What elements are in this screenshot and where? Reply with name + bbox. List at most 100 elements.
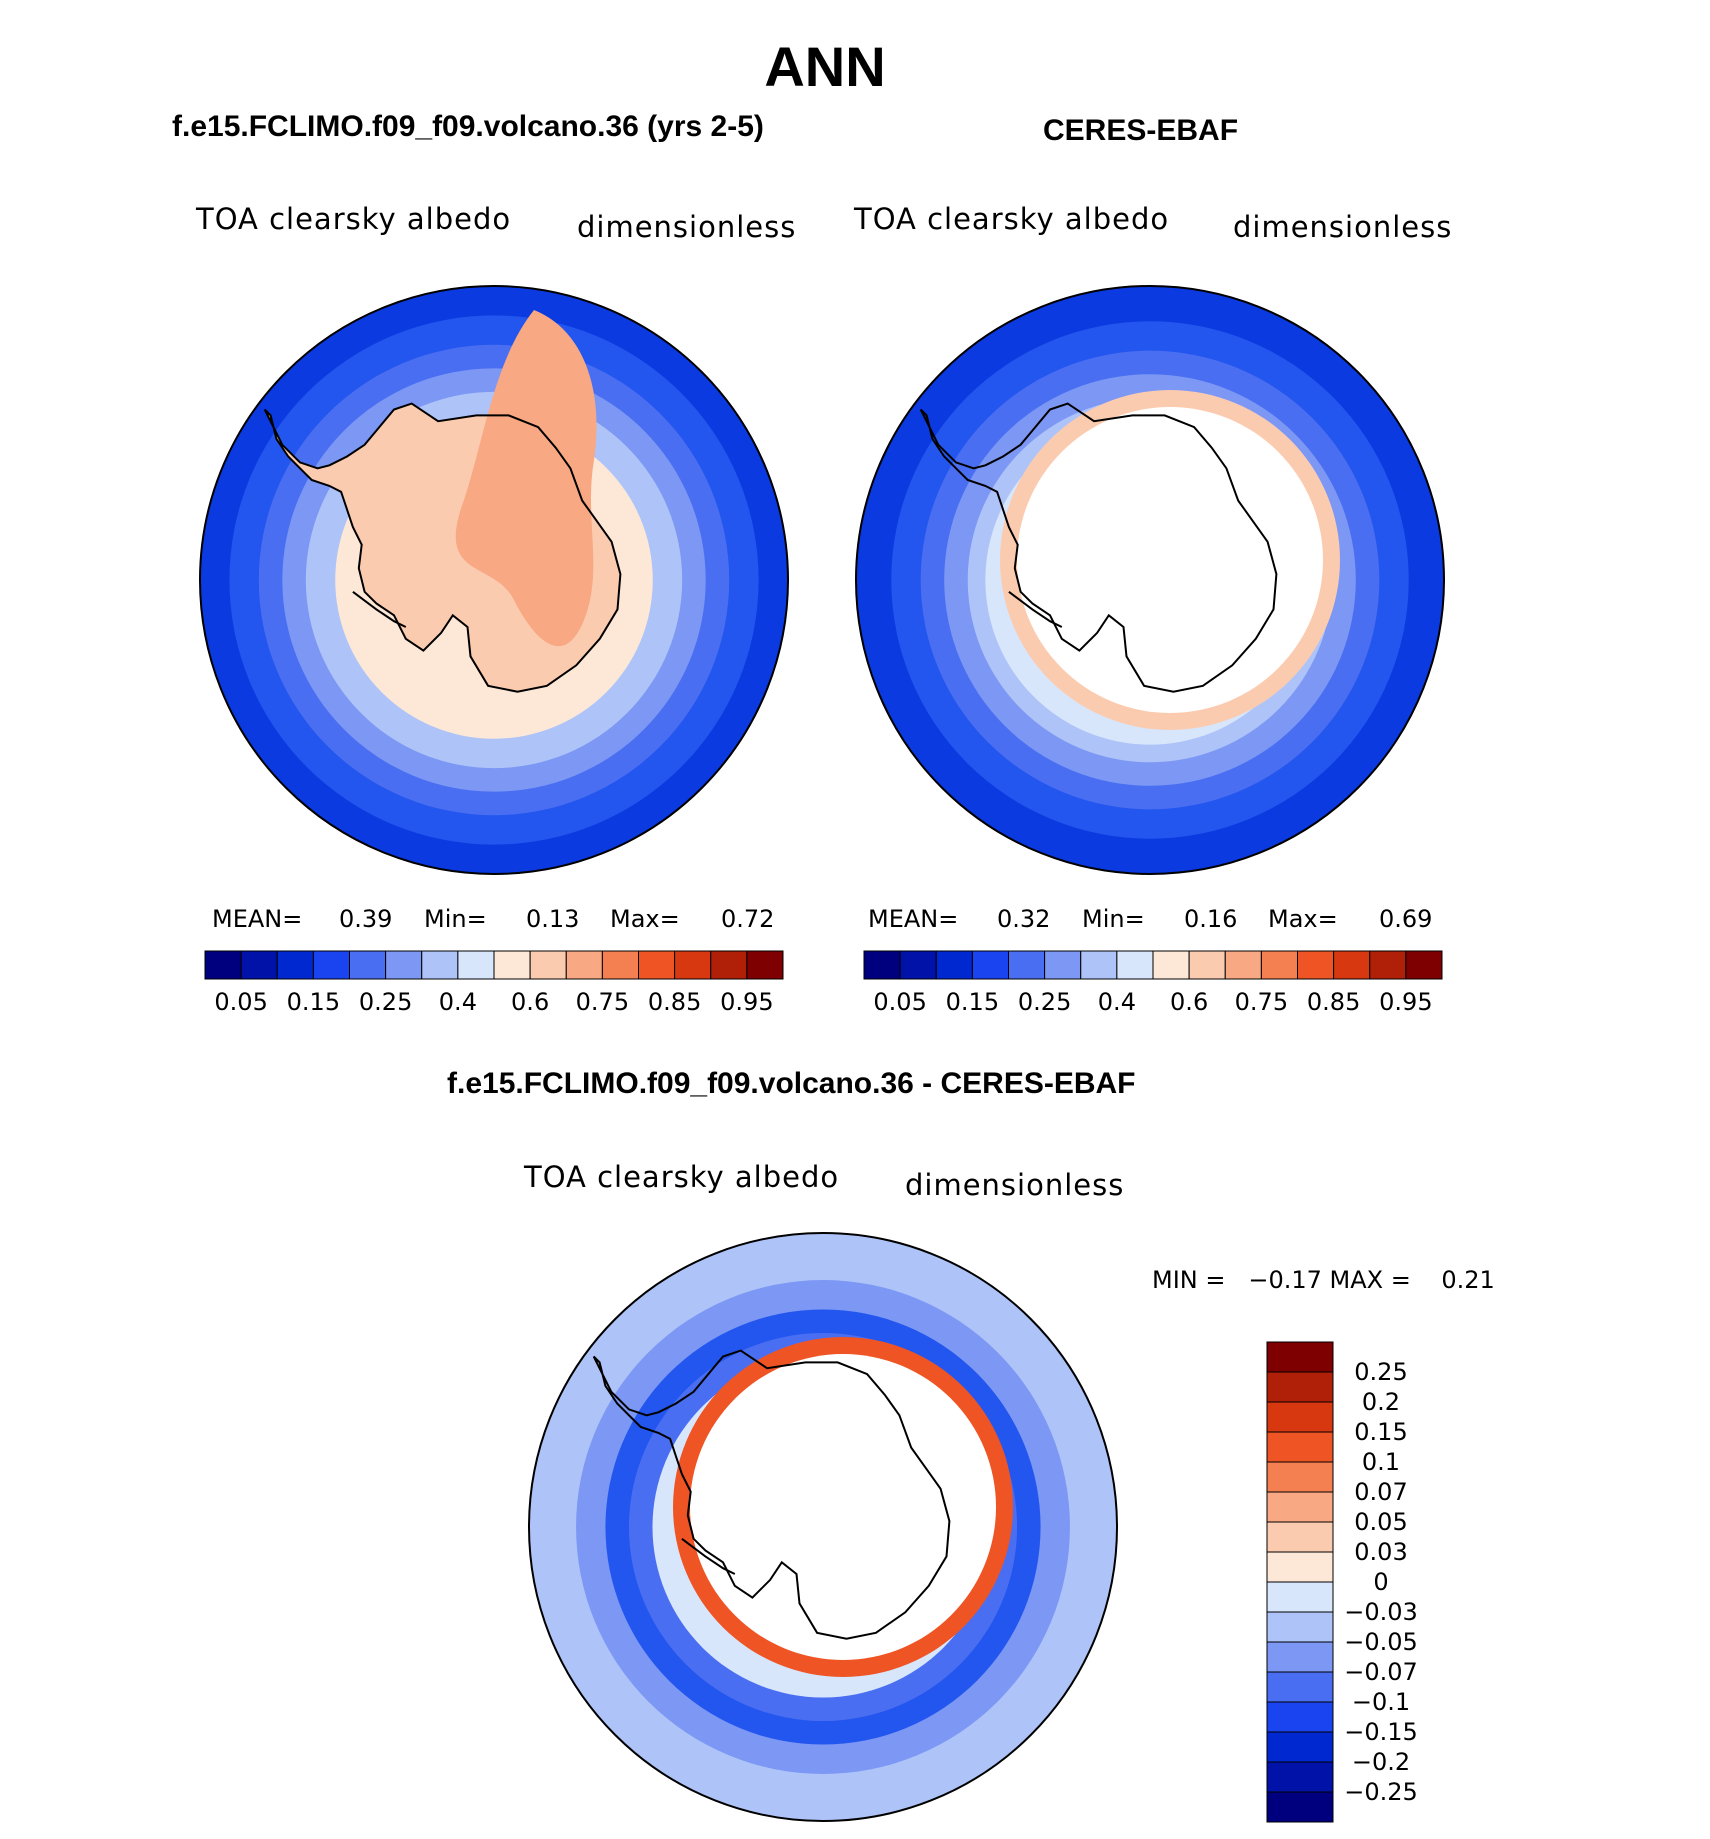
panel-3-minmax: MIN = −0.17 MAX = 0.21 [1152, 1266, 1495, 1294]
colorbar-box-6 [421, 950, 459, 980]
panel-1-min-value: 0.13 [526, 905, 580, 933]
panel-3-title: f.e15.FCLIMO.f09_f09.volcano.36 - CERES-… [447, 1067, 1136, 1100]
panel-1-max-value: 0.72 [721, 905, 775, 933]
colorbar-box-3 [971, 950, 1009, 980]
panel-1-variable-label: TOA clearsky albedo [196, 202, 512, 236]
colorbar-box-13 [1266, 1731, 1334, 1763]
colorbar-tick-label: 0.75 [1234, 988, 1289, 1016]
map-field [856, 286, 1444, 874]
ice-shelf-line [352, 590, 407, 628]
panel-2-units-label: dimensionless [1233, 210, 1453, 244]
colorbar-box-9 [529, 950, 567, 980]
panel-2-min-label: Min= [1082, 905, 1145, 933]
colorbar-tick-label: 0.05 [214, 988, 268, 1016]
colorbar-box-15 [1266, 1791, 1334, 1823]
colorbar-box-0 [1266, 1341, 1334, 1373]
colorbar-box-8 [493, 950, 531, 980]
colorbar-tick-label: 0.03 [1354, 1538, 1408, 1566]
colorbar-box-3 [312, 950, 350, 980]
colorbar-box-1 [240, 950, 278, 980]
map-boundary [855, 285, 1445, 875]
panel-2-colorbar [863, 950, 1443, 980]
colorbar-box-5 [385, 950, 423, 980]
panel-2-mean-label: MEAN= [868, 905, 959, 933]
colorbar-tick-label: −0.1 [1351, 1688, 1411, 1716]
panel-2-polar-map [855, 285, 1445, 875]
panel-2-max-value: 0.69 [1379, 905, 1433, 933]
colorbar-tick-label: 0.25 [1354, 1358, 1408, 1386]
panel-1-units-label: dimensionless [577, 210, 797, 244]
colorbar-box-11 [1260, 950, 1298, 980]
colorbar-box-14 [710, 950, 748, 980]
colorbar-tick-label: −0.2 [1351, 1748, 1411, 1776]
colorbar-box-0 [863, 950, 901, 980]
colorbar-box-7 [457, 950, 495, 980]
panel-3-variable-label: TOA clearsky albedo [524, 1160, 840, 1194]
colorbar-box-6 [1266, 1521, 1334, 1553]
panel-1-colorbar [204, 950, 784, 980]
colorbar-box-15 [746, 950, 784, 980]
panel-1-min-label: Min= [424, 905, 487, 933]
colorbar-box-4 [1008, 950, 1046, 980]
map-boundary [199, 285, 789, 875]
colorbar-box-4 [349, 950, 387, 980]
colorbar-box-9 [1188, 950, 1226, 980]
coastline [592, 1349, 951, 1640]
colorbar-tick-label: −0.15 [1344, 1718, 1418, 1746]
high-albedo-interior [455, 310, 597, 647]
colorbar-box-0 [204, 950, 242, 980]
colorbar-box-8 [1266, 1581, 1334, 1613]
panel-2-max-label: Max= [1268, 905, 1338, 933]
colorbar-tick-label: 0.25 [358, 988, 413, 1016]
colorbar-box-2 [276, 950, 314, 980]
panel-2-variable-label: TOA clearsky albedo [854, 202, 1170, 236]
panel-1-max-label: Max= [610, 905, 680, 933]
colorbar-tick-label: 0.4 [1097, 988, 1136, 1016]
panel-3-polar-map [528, 1232, 1118, 1822]
colorbar-box-1 [1266, 1371, 1334, 1403]
colorbar-tick-label: 0.75 [575, 988, 630, 1016]
colorbar-box-5 [1044, 950, 1082, 980]
colorbar-box-8 [1152, 950, 1190, 980]
colorbar-box-11 [601, 950, 639, 980]
colorbar-box-4 [1266, 1461, 1334, 1493]
colorbar-box-10 [1266, 1641, 1334, 1673]
colorbar-box-10 [1224, 950, 1262, 980]
colorbar-box-3 [1266, 1431, 1334, 1463]
season-title: ANN [764, 35, 886, 98]
colorbar-box-10 [565, 950, 603, 980]
coastline [919, 402, 1278, 693]
panel-1-title: f.e15.FCLIMO.f09_f09.volcano.36 (yrs 2-5… [172, 110, 764, 143]
ice-shelf-line [1008, 590, 1063, 628]
colorbar-tick-label: 0.95 [1379, 988, 1433, 1016]
colorbar-tick-label: 0 [1373, 1568, 1389, 1596]
colorbar-tick-label: 0.85 [647, 988, 702, 1016]
colorbar-tick-label: −0.07 [1344, 1658, 1418, 1686]
colorbar-box-11 [1266, 1671, 1334, 1703]
colorbar-tick-label: 0.05 [1354, 1508, 1408, 1536]
panel-1-polar-map [199, 285, 789, 875]
colorbar-tick-label: −0.03 [1344, 1598, 1418, 1626]
colorbar-tick-label: 0.25 [1017, 988, 1072, 1016]
colorbar-box-15 [1405, 950, 1443, 980]
colorbar-tick-label: 0.6 [1170, 988, 1209, 1016]
colorbar-tick-label: 0.15 [286, 988, 341, 1016]
coastline [263, 402, 622, 693]
colorbar-box-12 [1297, 950, 1335, 980]
map-boundary [528, 1232, 1118, 1822]
colorbar-box-12 [638, 950, 676, 980]
colorbar-box-13 [1333, 950, 1371, 980]
panel-2-title: CERES-EBAF [1043, 114, 1239, 147]
colorbar-tick-label: 0.15 [1354, 1418, 1408, 1446]
colorbar-box-2 [1266, 1401, 1334, 1433]
colorbar-box-9 [1266, 1611, 1334, 1643]
colorbar-box-1 [899, 950, 937, 980]
colorbar-tick-label: 0.4 [438, 988, 477, 1016]
colorbar-tick-label: 0.95 [720, 988, 774, 1016]
colorbar-box-5 [1266, 1491, 1334, 1523]
panel-1-mean-value: 0.39 [339, 905, 393, 933]
colorbar-tick-label: 0.15 [945, 988, 1000, 1016]
panel-3-colorbar [1266, 1341, 1334, 1823]
panel-1-mean-label: MEAN= [212, 905, 303, 933]
panel-3-colorbar-ticks: 0.25 0.2 0.15 0.1 0.07 0.05 0.03 0 −0.03 −0.05 −0.… [1336, 1342, 1426, 1822]
